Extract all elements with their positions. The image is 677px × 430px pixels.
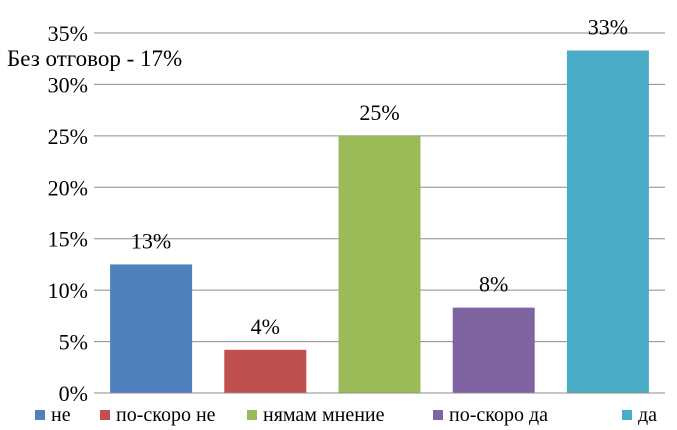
legend-swatch	[247, 410, 257, 420]
legend-label: по-скоро не	[116, 404, 216, 426]
bar-5	[566, 50, 649, 393]
legend-label: по-скоро да	[449, 404, 548, 426]
bar-2	[224, 349, 307, 393]
data-labels: 13% 4% 25% 8% 33%	[131, 14, 628, 338]
legend-swatch	[35, 410, 45, 420]
y-tick-label: 0%	[59, 381, 88, 406]
bar-4	[452, 307, 535, 393]
y-tick-label: 15%	[48, 227, 88, 252]
bars	[110, 50, 649, 393]
no-answer-annotation: Без отговор - 17%	[7, 46, 182, 71]
y-tick-label: 20%	[48, 175, 88, 200]
bar-3	[338, 135, 421, 393]
legend-label: да	[638, 404, 657, 426]
y-tick-label: 25%	[48, 124, 88, 149]
data-label: 4%	[251, 314, 280, 339]
legend-label: не	[51, 404, 71, 426]
legend-label: нямам мнение	[263, 404, 385, 426]
legend-swatch	[433, 410, 443, 420]
y-tick-label: 5%	[59, 330, 88, 355]
data-label: 8%	[479, 272, 508, 297]
y-tick-label: 35%	[48, 21, 88, 46]
bar-1	[110, 264, 193, 393]
legend-swatch	[622, 410, 632, 420]
legend-swatch	[100, 410, 110, 420]
data-label: 13%	[131, 228, 171, 253]
y-axis-tick-labels: 0% 5% 10% 15% 20% 25% 30% 35%	[48, 21, 88, 406]
data-label: 33%	[588, 14, 628, 39]
data-label: 25%	[359, 100, 399, 125]
legend: не по-скоро не нямам мнение по-скоро да да	[35, 404, 657, 426]
y-tick-label: 10%	[48, 278, 88, 303]
y-tick-label: 30%	[48, 72, 88, 97]
